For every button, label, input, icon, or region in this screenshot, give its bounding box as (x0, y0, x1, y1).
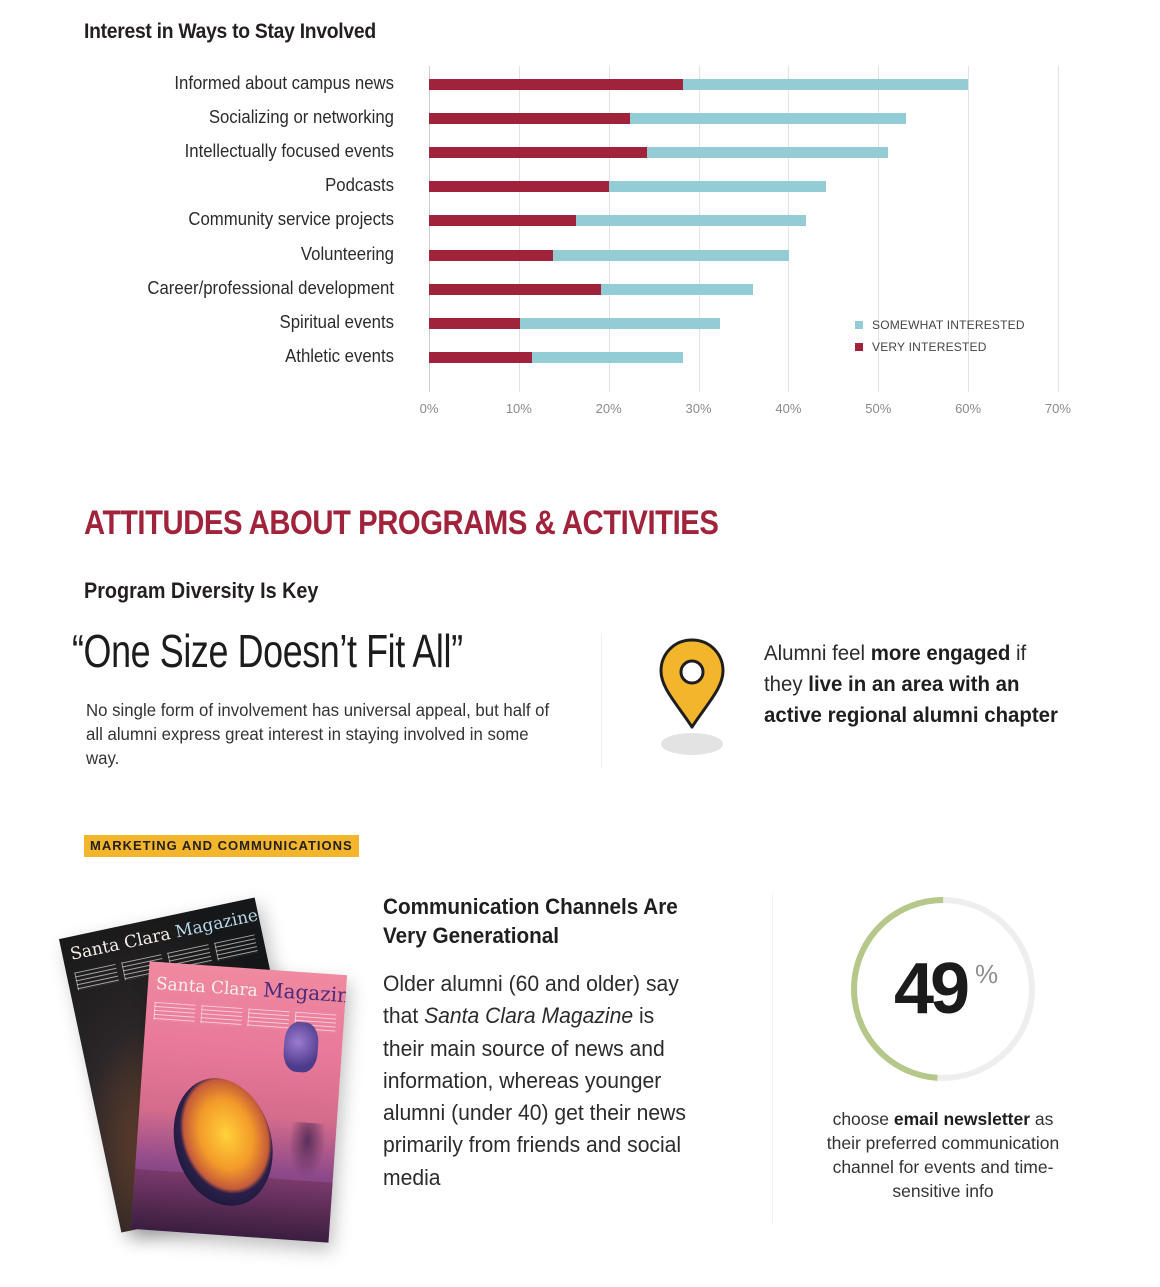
category-label: Community service projects (188, 209, 394, 230)
cover-illustration-palm (284, 1121, 329, 1185)
bar-very-interested (429, 317, 520, 329)
gridline (698, 66, 700, 392)
x-tick-label: 50% (865, 401, 892, 416)
bar-somewhat-interested (608, 181, 827, 193)
x-tick-label: 70% (1044, 401, 1071, 416)
category-label: Spiritual events (279, 311, 394, 332)
stat-caption: choose email newsletter as their preferr… (823, 1107, 1063, 1203)
percent-donut (851, 897, 1035, 1081)
comm-title: Communication Channels Are Very Generati… (383, 894, 678, 948)
gridline (608, 66, 610, 392)
stat-value: 49 (893, 949, 970, 1029)
category-label: Informed about campus news (174, 73, 394, 93)
magazine-title-serif: Santa Clara (155, 973, 259, 1002)
magazine-title-accent: Magazine (262, 977, 348, 1009)
bar-very-interested (429, 249, 553, 261)
sub-heading: Program Diversity Is Key (84, 578, 319, 603)
category-label: Career/professional development (147, 277, 394, 298)
category-label: Socializing or networking (208, 107, 394, 128)
magazine-cover-front: Santa Clara Magazine (130, 961, 348, 1243)
caption-text: as their preferred communication channel… (826, 1109, 1060, 1201)
engaged-bold: live in an area with an active regional … (764, 672, 1058, 727)
x-tick-label: 10% (505, 401, 532, 416)
divider (772, 893, 773, 1223)
legend-swatch-somewhat (855, 321, 863, 329)
x-tick-label: 40% (775, 401, 802, 416)
category-label: Volunteering (300, 243, 394, 264)
legend-label-somewhat: SOMEWHAT INTERESTED (872, 318, 1025, 332)
bar-somewhat-interested (683, 79, 969, 90)
magazine-name: Santa Clara Magazine (424, 1003, 634, 1029)
comm-body-text: is their main source of news and informa… (383, 1003, 686, 1190)
bar-very-interested (429, 181, 609, 193)
gridline (429, 66, 430, 392)
bar-chart: 0% 10% 20% 30% 40% 50% 60% 70% Informed about ca… (0, 0, 1160, 440)
engaged-text: if they (764, 641, 1027, 696)
bar-somewhat-interested (576, 215, 807, 227)
magazine-title: Santa Clara Magazine (155, 970, 347, 1008)
divider (601, 633, 602, 768)
legend-swatch-very (855, 343, 863, 351)
bar-somewhat-interested (630, 113, 907, 125)
caption-text: choose (832, 1109, 894, 1129)
gridline (968, 66, 970, 392)
category-label: Athletic events (285, 345, 394, 366)
engaged-bold: more engaged (870, 641, 1011, 665)
cover-illustration-astronaut (282, 1021, 320, 1074)
engagement-statement: Alumni feel more engaged if they live in… (764, 638, 1068, 731)
engaged-text: Alumni feel (764, 641, 871, 665)
x-tick-label: 0% (419, 401, 439, 416)
bar-somewhat-interested (532, 351, 684, 363)
legend-very: VERY INTERESTED (855, 340, 987, 354)
bar-somewhat-interested (647, 147, 889, 159)
comm-body-text: Older alumni (60 and older) say that (383, 971, 679, 1029)
bar-somewhat-interested (552, 249, 790, 261)
x-tick-label: 60% (955, 401, 982, 416)
bar-very-interested (429, 283, 601, 295)
bar-very-interested (429, 147, 648, 159)
section-heading: ATTITUDES ABOUT PROGRAMS & ACTIVITIES (84, 504, 719, 542)
legend-label-very: VERY INTERESTED (872, 340, 987, 354)
bar-very-interested (429, 113, 631, 125)
quote-body: No single form of involvement has univer… (86, 700, 550, 768)
gridline (1057, 66, 1059, 392)
bar-very-interested (429, 79, 684, 90)
bar-somewhat-interested (519, 317, 721, 329)
donut-arc (851, 897, 1035, 1081)
gridline (878, 66, 880, 392)
pull-quote: “One Size Doesn’t Fit All” (72, 625, 463, 677)
gridline (518, 66, 520, 392)
map-pin-icon (659, 638, 725, 755)
chart-title: Interest in Ways to Stay Involved (84, 20, 376, 43)
category-label: Intellectually focused events (184, 141, 394, 162)
gridline (788, 66, 790, 392)
x-tick-label: 30% (685, 401, 712, 416)
x-tick-label: 20% (595, 401, 622, 416)
stat-unit: % (975, 959, 999, 989)
comm-body: Older alumni (60 and older) say that San… (383, 968, 700, 1194)
bar-somewhat-interested (600, 283, 754, 295)
caption-bold: email newsletter (893, 1109, 1031, 1129)
bar-very-interested (429, 215, 577, 227)
bar-very-interested (429, 351, 533, 363)
category-label: Podcasts (325, 175, 394, 196)
legend-somewhat: SOMEWHAT INTERESTED (855, 318, 1025, 332)
category-tag: MARKETING AND COMMUNICATIONS (84, 835, 359, 857)
